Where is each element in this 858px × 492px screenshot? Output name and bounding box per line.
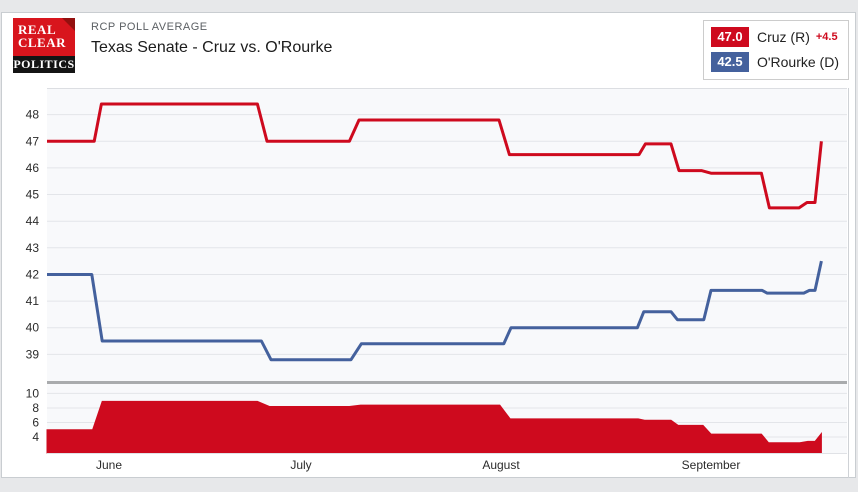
cruz-value-badge: 47.0: [710, 27, 749, 47]
logo-text-real: REAL: [18, 22, 57, 37]
spread-axis-tick-label: 6: [32, 416, 39, 430]
logo-text-clear: CLEAR: [18, 35, 67, 50]
plot-background: [47, 88, 847, 453]
x-axis-month-label: August: [482, 458, 520, 472]
chart-kicker: RCP POLL AVERAGE: [91, 21, 208, 33]
y-axis-tick-label: 48: [26, 108, 40, 122]
x-axis-month-label: September: [682, 458, 741, 472]
y-axis-tick-label: 39: [26, 347, 40, 361]
orourke-line[interactable]: [47, 260, 823, 362]
y-axis-tick-label: 45: [26, 188, 40, 202]
spread-axis-tick-label: 10: [26, 386, 40, 400]
cruz-spread-delta: +4.5: [815, 31, 838, 43]
chart-legend: 47.0 Cruz (R) +4.5 42.5 O'Rourke (D): [702, 20, 849, 80]
x-axis-month-label: June: [96, 458, 122, 472]
legend-row-cruz[interactable]: 47.0 Cruz (R) +4.5: [710, 27, 839, 47]
page-title: Texas Senate - Cruz vs. O'Rourke: [91, 39, 333, 56]
y-axis-tick-label: 43: [26, 241, 40, 255]
y-axis-tick-label: 41: [26, 294, 40, 308]
x-axis-month-label: July: [290, 458, 311, 472]
y-axis-tick-label: 46: [26, 161, 40, 175]
header-titles: RCP POLL AVERAGE Texas Senate - Cruz vs.…: [91, 21, 332, 57]
orourke-value-badge: 42.5: [710, 52, 749, 72]
poll-chart-card: REAL CLEAR POLITICS RCP POLL AVERAGE Tex…: [1, 12, 856, 478]
y-axis-tick-label: 42: [26, 268, 40, 282]
rcp-logo[interactable]: REAL CLEAR POLITICS: [13, 18, 75, 73]
orourke-label: O'Rourke (D): [756, 54, 839, 70]
y-axis-tick-label: 44: [26, 214, 40, 228]
cruz-label: Cruz (R): [756, 29, 810, 45]
y-axis-tick-label: 47: [26, 134, 40, 148]
y-axis-tick-label: 40: [26, 321, 40, 335]
spread-axis-tick-label: 4: [32, 430, 39, 444]
legend-row-orourke[interactable]: 42.5 O'Rourke (D): [710, 52, 839, 72]
chart-header: REAL CLEAR POLITICS RCP POLL AVERAGE Tex…: [2, 13, 855, 87]
cruz-line[interactable]: [47, 102, 823, 210]
logo-fold-corner-icon: [62, 18, 75, 31]
spread-axis-tick-label: 8: [32, 401, 39, 415]
poll-trend-chart[interactable]: 39 40 41 42 43 44 45 46 47 48 4 6 8 10 June July August S…: [2, 88, 855, 478]
spread-area[interactable]: [46, 400, 822, 454]
logo-text-politics: POLITICS: [13, 56, 75, 73]
